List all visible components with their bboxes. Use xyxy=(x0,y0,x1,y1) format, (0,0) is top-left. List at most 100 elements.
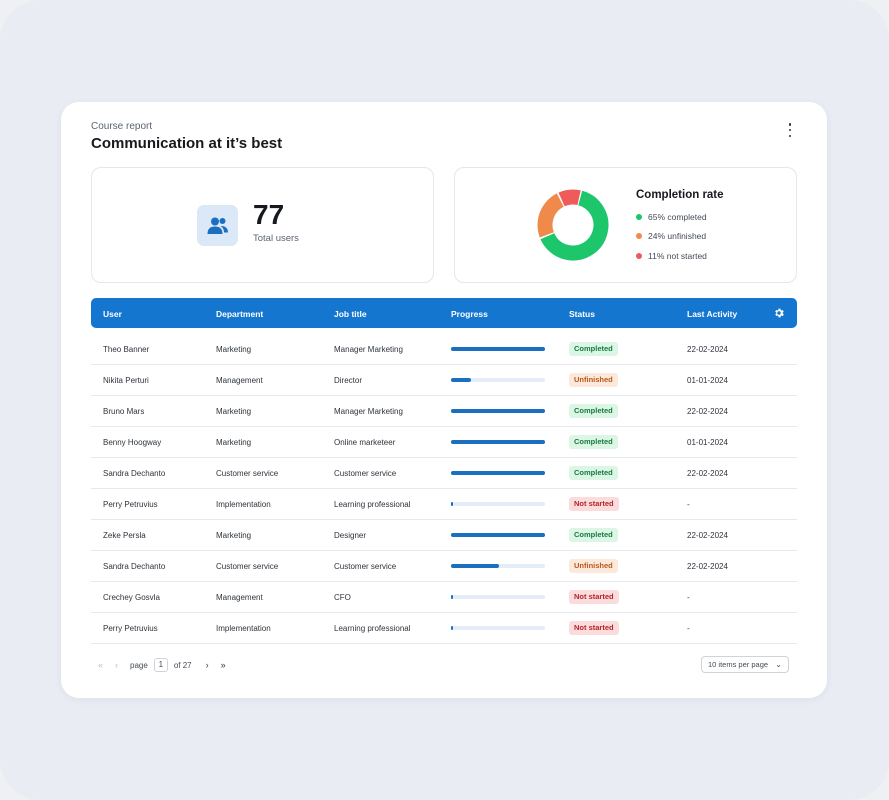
cell-user: Benny Hoogway xyxy=(103,438,162,447)
table-body: Theo Banner Marketing Manager Marketing Com… xyxy=(91,334,797,644)
table-row[interactable]: Nikita Perturi Management Director Unfinish… xyxy=(91,365,797,396)
progress-bar xyxy=(451,502,545,506)
table-row[interactable]: Perry Petruvius Implementation Learning pr… xyxy=(91,613,797,644)
column-header-progress[interactable]: Progress xyxy=(451,309,488,319)
completion-donut-chart xyxy=(537,189,609,261)
prev-page-icon[interactable]: ‹ xyxy=(115,660,119,670)
progress-fill xyxy=(451,471,545,475)
cell-job-title: Designer xyxy=(334,531,367,540)
legend-label-unfinished: 24% unfinished xyxy=(648,231,707,241)
chevron-down-icon: ⌄ xyxy=(775,660,782,669)
cell-last-activity: 22-02-2024 xyxy=(687,531,728,540)
donut-segment-unfinished xyxy=(537,189,609,261)
progress-bar xyxy=(451,440,545,444)
cell-last-activity: 22-02-2024 xyxy=(687,345,728,354)
cell-department: Management xyxy=(216,593,263,602)
column-header-last-activity[interactable]: Last Activity xyxy=(687,309,738,319)
status-badge: Not started xyxy=(569,590,619,604)
progress-bar xyxy=(451,471,545,475)
progress-fill xyxy=(451,533,545,537)
column-header-job-title[interactable]: Job title xyxy=(334,309,367,319)
status-badge: Completed xyxy=(569,466,618,480)
cell-last-activity: - xyxy=(687,500,690,509)
total-users-card: 77 Total users xyxy=(91,167,434,283)
progress-bar xyxy=(451,533,545,537)
column-header-status[interactable]: Status xyxy=(569,309,595,319)
users-icon xyxy=(197,205,238,246)
cell-job-title: Customer service xyxy=(334,469,397,478)
table-row[interactable]: Benny Hoogway Marketing Online marketeer Co… xyxy=(91,427,797,458)
cell-user: Sandra Dechanto xyxy=(103,469,166,478)
table-row[interactable]: Sandra Dechanto Customer service Customer … xyxy=(91,551,797,582)
next-page-icon[interactable]: › xyxy=(205,660,209,670)
table-header: User Department Job title Progress Statu… xyxy=(91,298,797,328)
cell-department: Marketing xyxy=(216,531,252,540)
legend-label-completed: 65% completed xyxy=(648,212,707,222)
page-title: Communication at it’s best xyxy=(91,135,283,152)
cell-department: Marketing xyxy=(216,345,252,354)
cell-department: Marketing xyxy=(216,438,252,447)
progress-bar xyxy=(451,595,545,599)
column-header-department[interactable]: Department xyxy=(216,309,264,319)
cell-job-title: Online marketeer xyxy=(334,438,396,447)
progress-bar xyxy=(451,626,545,630)
users-table: User Department Job title Progress Statu… xyxy=(91,298,797,644)
cell-last-activity: - xyxy=(687,624,690,633)
cell-department: Customer service xyxy=(216,469,279,478)
legend-item-completed: 65% completed xyxy=(636,212,707,222)
table-row[interactable]: Sandra Dechanto Customer service Customer … xyxy=(91,458,797,489)
status-badge: Not started xyxy=(569,621,619,635)
progress-bar xyxy=(451,378,545,382)
items-per-page-label: 10 items per page xyxy=(708,660,769,669)
progress-bar xyxy=(451,347,545,351)
course-report-card: Course report Communication at it’s best… xyxy=(61,102,827,698)
column-header-user[interactable]: User xyxy=(103,309,122,319)
cell-last-activity: 22-02-2024 xyxy=(687,562,728,571)
page-total-label: of 27 xyxy=(173,660,192,670)
status-badge: Completed xyxy=(569,528,618,542)
legend-item-unfinished: 24% unfinished xyxy=(636,231,706,241)
legend-label-not-started: 11% not started xyxy=(648,251,707,261)
status-badge: Not started xyxy=(569,497,619,511)
items-per-page-select[interactable]: 10 items per page ⌄ xyxy=(701,656,789,673)
last-page-icon[interactable]: » xyxy=(220,660,226,670)
cell-user: Zeke Persla xyxy=(103,531,146,540)
cell-job-title: Learning professional xyxy=(334,500,411,509)
table-row[interactable]: Bruno Mars Marketing Manager Marketing Comp… xyxy=(91,396,797,427)
progress-fill xyxy=(451,502,453,506)
progress-fill xyxy=(451,347,545,351)
completion-rate-card: Completion rate 65% completed 24% unfini… xyxy=(454,167,797,283)
cell-job-title: Learning professional xyxy=(334,624,411,633)
page-label: page xyxy=(130,660,148,670)
status-badge: Completed xyxy=(569,342,618,356)
cell-job-title: Manager Marketing xyxy=(334,407,403,416)
legend-dot-unfinished xyxy=(636,233,642,239)
status-badge: Completed xyxy=(569,435,618,449)
kebab-icon[interactable] xyxy=(787,123,793,137)
status-badge: Completed xyxy=(569,404,618,418)
table-row[interactable]: Theo Banner Marketing Manager Marketing Com… xyxy=(91,334,797,365)
page-number-input[interactable]: 1 xyxy=(153,658,168,672)
donut-segment-completed xyxy=(537,189,609,261)
progress-fill xyxy=(451,595,453,599)
progress-fill xyxy=(451,440,545,444)
cell-department: Implementation xyxy=(216,500,271,509)
progress-fill xyxy=(451,564,499,568)
cell-user: Sandra Dechanto xyxy=(103,562,166,571)
legend-dot-not-started xyxy=(636,253,642,259)
table-row[interactable]: Crechey Gosvla Management CFO Not started - xyxy=(91,582,797,613)
table-row[interactable]: Perry Petruvius Implementation Learning pr… xyxy=(91,489,797,520)
legend-dot-completed xyxy=(636,214,642,220)
cell-job-title: Manager Marketing xyxy=(334,345,403,354)
cell-job-title: Customer service xyxy=(334,562,397,571)
gear-icon[interactable] xyxy=(773,307,785,319)
table-row[interactable]: Zeke Persla Marketing Designer Completed 22-… xyxy=(91,520,797,551)
cell-user: Nikita Perturi xyxy=(103,376,149,385)
completion-rate-title: Completion rate xyxy=(636,189,724,201)
progress-bar xyxy=(451,564,545,568)
progress-fill xyxy=(451,378,471,382)
cell-last-activity: 01-01-2024 xyxy=(687,438,728,447)
first-page-icon[interactable]: « xyxy=(98,660,104,670)
cell-department: Management xyxy=(216,376,263,385)
